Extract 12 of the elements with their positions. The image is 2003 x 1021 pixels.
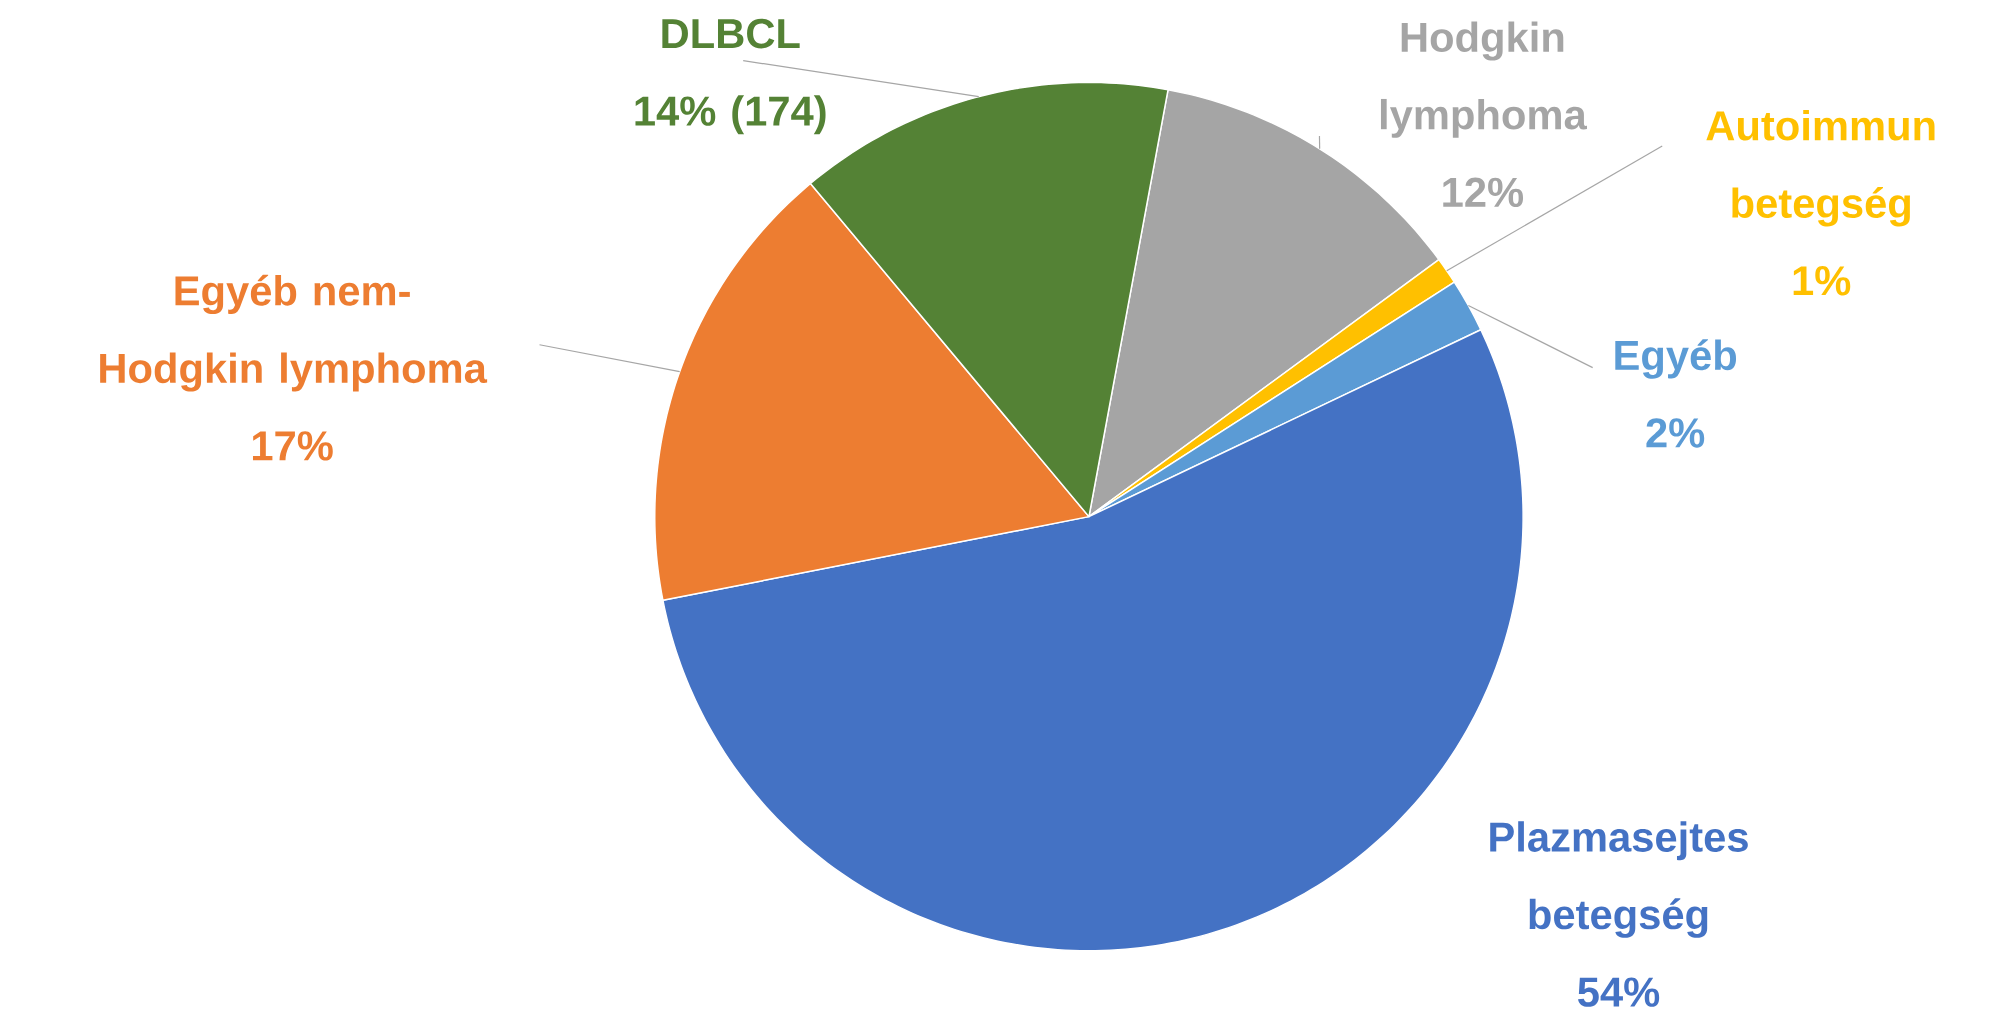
slice-label: Autoimmun betegség (1706, 109, 1935, 227)
data-label: 54% (1578, 977, 1660, 1007)
slice-label: DLBCL (662, 18, 800, 49)
data-label: 14% (174) (635, 95, 826, 135)
slice-label: Egyéb (1615, 339, 1737, 379)
slice-label: Hodgkin lymphoma (1380, 21, 1587, 138)
data-label: 1% (1793, 266, 1851, 296)
slice-label: Plazmasejtes betegség (1490, 821, 1748, 938)
data-label: 12% (1443, 177, 1524, 208)
data-label: 17% (252, 431, 333, 461)
data-label: 2% (1646, 418, 1705, 448)
slice-label: Egyéb nem-Hodgkin lymphoma (100, 274, 488, 392)
